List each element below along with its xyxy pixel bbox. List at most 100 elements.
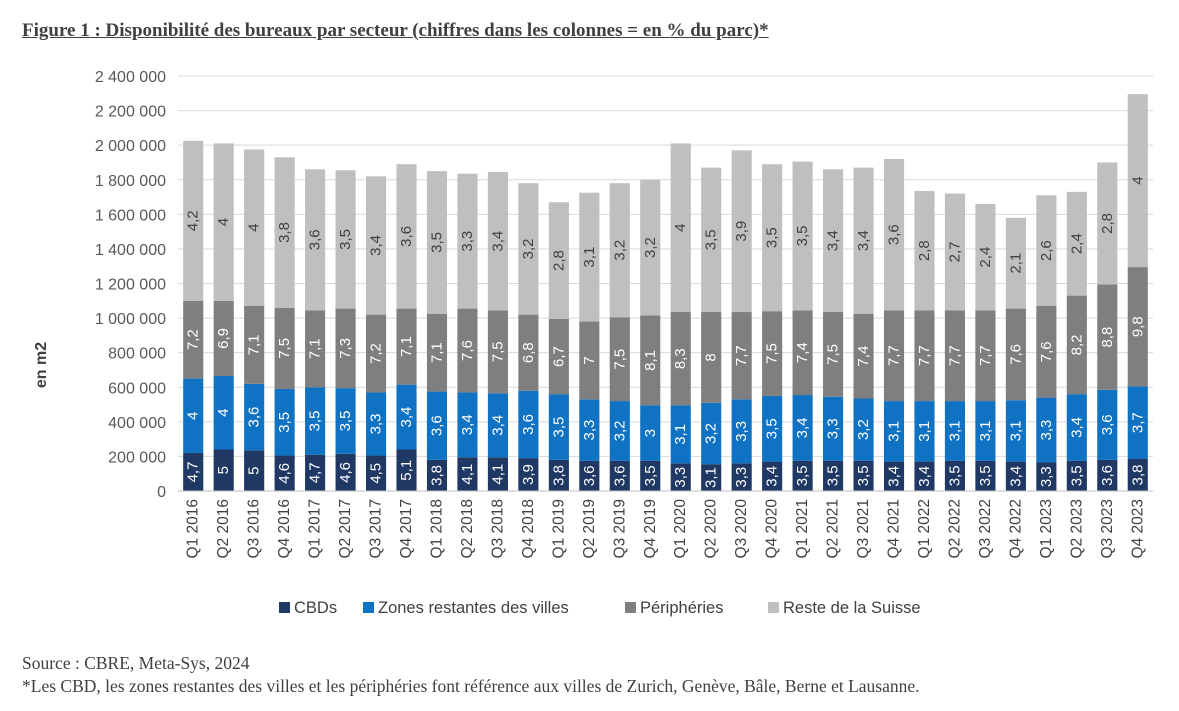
x-tick-label: Q2 2019 — [581, 499, 598, 558]
bar-segment — [762, 395, 783, 462]
x-tick-label: Q2 2022 — [946, 499, 963, 558]
x-tick-label: Q4 2016 — [276, 499, 293, 558]
bar-segment — [883, 461, 905, 491]
data-label: 3,1 — [1007, 420, 1024, 441]
bar-segment — [701, 312, 722, 403]
data-label: 3,1 — [886, 421, 903, 442]
data-label: 5 — [246, 467, 263, 475]
legend-label: CBDs — [294, 599, 337, 617]
data-label: 3,8 — [1129, 465, 1146, 486]
bar-segment — [1036, 195, 1057, 306]
x-tick-label: Q3 2017 — [368, 499, 385, 558]
data-label: 2,4 — [977, 247, 994, 268]
bar-segment — [335, 453, 356, 491]
legend-label: Reste de la Suisse — [783, 599, 921, 617]
y-tick-label: 600 000 — [108, 380, 166, 397]
bar-segment — [305, 454, 326, 491]
bar-segment — [183, 452, 204, 491]
y-tick-label: 800 000 — [108, 346, 166, 363]
data-label: 3,5 — [825, 465, 842, 486]
bar-segment — [609, 460, 630, 491]
bar-segment — [1005, 308, 1026, 401]
bar-segment — [1097, 389, 1118, 460]
bar-segment — [365, 314, 387, 393]
bar-segment — [1036, 462, 1057, 491]
bar-segment — [426, 391, 448, 460]
data-label: 4,7 — [185, 462, 202, 483]
bar-segment — [640, 460, 661, 491]
bar-segment — [701, 464, 722, 491]
data-label: 8,2 — [1068, 334, 1085, 355]
data-label: 3,6 — [520, 414, 537, 435]
data-label: 3,4 — [764, 466, 781, 487]
data-label: 3,6 — [398, 226, 415, 247]
y-axis-label: en m2 — [33, 342, 50, 388]
legend-label: Périphéries — [640, 599, 723, 617]
x-tick-label: Q2 2020 — [703, 499, 720, 559]
x-tick-label: Q4 2022 — [1007, 499, 1024, 558]
data-label: 3,4 — [459, 414, 476, 435]
bar-segment — [305, 310, 326, 388]
bar-segment — [914, 401, 935, 462]
data-label: 4 — [672, 224, 689, 232]
bar-segment — [670, 143, 691, 313]
data-label: 3,5 — [977, 465, 994, 486]
bar-segment — [731, 399, 752, 464]
bar-segment — [274, 455, 295, 491]
bar-segment — [914, 461, 935, 491]
bar-segment — [183, 300, 204, 379]
legend-swatch — [625, 602, 636, 613]
data-label: 8,3 — [672, 348, 689, 369]
y-tick-label: 2 200 000 — [95, 104, 166, 121]
data-label: 7,7 — [733, 345, 750, 366]
bar-segment — [944, 193, 966, 311]
bar-segment — [457, 308, 478, 393]
bar-series: 4,7 4 7,2 4,2 5 4 6,9 4 5 3,6 7,1 4 4,6 3,5 7,5 3,8 4,7 3… — [183, 94, 1148, 491]
data-label: 3,5 — [794, 465, 811, 486]
bar-segment — [487, 393, 508, 458]
x-tick-label: Q4 2018 — [520, 499, 537, 558]
y-tick-label: 1 000 000 — [95, 311, 166, 328]
bar-segment — [853, 460, 874, 491]
x-tick-label: Q1 2016 — [185, 499, 202, 558]
data-label: 3,5 — [337, 411, 354, 432]
bar-segment — [975, 310, 996, 402]
bar-segment — [244, 149, 265, 306]
data-label: 9,8 — [1129, 316, 1146, 337]
bar-segment — [1127, 94, 1148, 268]
data-label: 4,6 — [337, 462, 354, 483]
data-label: 2,4 — [1068, 233, 1085, 254]
data-label: 7,5 — [611, 349, 628, 370]
data-label: 3,5 — [307, 411, 324, 432]
source-note: Source : CBRE, Meta-Sys, 2024 — [22, 653, 250, 673]
bar-segment — [365, 455, 387, 491]
bar-segment — [518, 390, 539, 459]
notes: Source : CBRE, Meta-Sys, 2024 *Les CBD, … — [22, 652, 920, 698]
bar-segment — [396, 384, 417, 450]
bar-segment — [1066, 295, 1087, 395]
bar-segment — [1005, 217, 1026, 309]
bar-segment — [274, 307, 295, 389]
data-label: 3,3 — [581, 420, 598, 441]
bar-segment — [579, 321, 600, 400]
bar-segment — [305, 387, 326, 455]
bar-segment — [183, 140, 204, 301]
data-label: 7,3 — [337, 338, 354, 359]
x-tick-label: Q3 2023 — [1099, 499, 1116, 558]
y-tick-label: 1 600 000 — [95, 207, 166, 224]
data-label: 3,8 — [276, 222, 293, 243]
data-label: 7,5 — [489, 341, 506, 362]
data-label: 7,1 — [398, 336, 415, 357]
bar-segment — [762, 164, 783, 312]
bar-segment — [274, 157, 295, 308]
bar-segment — [670, 312, 691, 406]
bar-segment — [609, 183, 630, 318]
bar-segment — [1066, 394, 1087, 461]
data-label: 4 — [1129, 176, 1146, 184]
data-label: 7,7 — [977, 345, 994, 366]
bar-segment — [213, 376, 234, 450]
data-label: 3,3 — [733, 421, 750, 442]
legend-label: Zones restantes des villes — [378, 599, 569, 617]
data-label: 2,6 — [1038, 240, 1055, 261]
data-label: 4,1 — [459, 464, 476, 485]
